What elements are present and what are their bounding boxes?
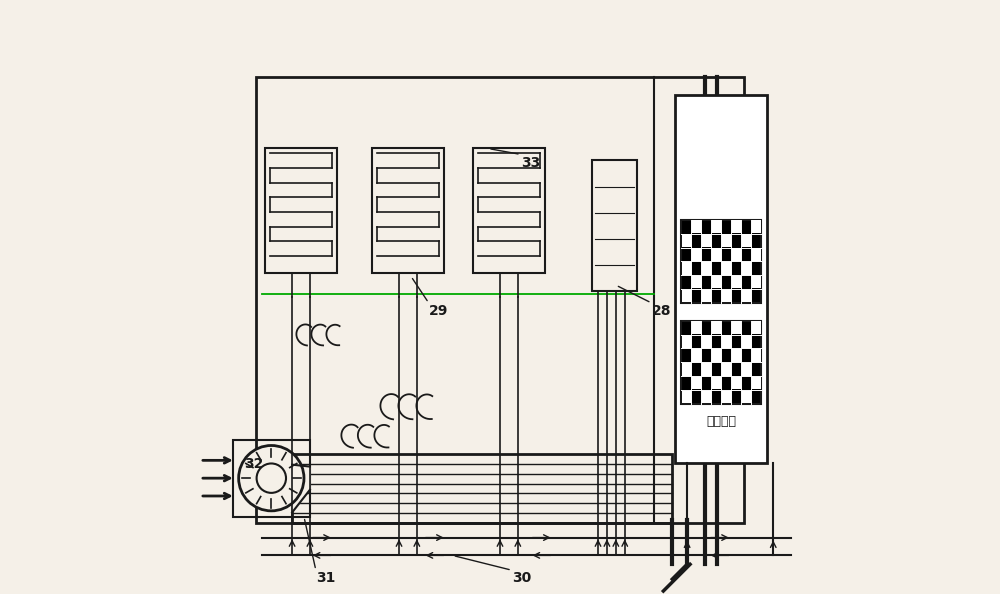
Bar	[702, 391, 711, 403]
Bar	[692, 321, 701, 334]
Bar	[712, 349, 721, 362]
Bar	[732, 349, 741, 362]
Bar	[682, 363, 691, 375]
Bar	[692, 349, 701, 362]
Bar	[712, 377, 721, 390]
Bar	[742, 290, 751, 302]
Bar	[292, 454, 672, 523]
Text: 31: 31	[316, 571, 335, 586]
Bar	[692, 276, 701, 289]
Bar	[712, 220, 721, 233]
Bar	[752, 349, 761, 362]
Bar	[702, 262, 711, 274]
Text: 冷水机组: 冷水机组	[706, 415, 736, 428]
Bar	[732, 248, 741, 261]
Bar	[752, 377, 761, 390]
Bar	[722, 363, 731, 375]
Text: 32: 32	[245, 457, 264, 472]
Bar	[742, 391, 751, 403]
Bar	[722, 290, 731, 302]
Polygon shape	[292, 465, 310, 513]
Bar	[712, 248, 721, 261]
Circle shape	[257, 463, 286, 493]
Bar	[592, 160, 637, 291]
Bar	[752, 321, 761, 334]
Bar	[702, 363, 711, 375]
Text: 28: 28	[651, 304, 671, 318]
Text: 33: 33	[521, 156, 540, 170]
Bar	[722, 234, 731, 247]
Bar	[681, 220, 761, 303]
Bar	[742, 262, 751, 274]
Bar	[742, 335, 751, 348]
Bar	[752, 276, 761, 289]
Bar	[732, 220, 741, 233]
Bar	[732, 321, 741, 334]
Text: 29: 29	[429, 304, 448, 318]
Bar	[742, 234, 751, 247]
Bar	[742, 363, 751, 375]
Bar	[722, 262, 731, 274]
Bar	[732, 276, 741, 289]
Bar	[372, 148, 444, 273]
Bar	[702, 335, 711, 348]
Bar	[692, 377, 701, 390]
Bar	[473, 148, 545, 273]
Bar	[265, 148, 337, 273]
Bar	[692, 248, 701, 261]
Bar	[732, 377, 741, 390]
Bar	[712, 321, 721, 334]
Bar	[702, 290, 711, 302]
Text: 30: 30	[512, 571, 531, 586]
Bar	[752, 248, 761, 261]
Bar	[681, 321, 761, 404]
Bar	[682, 290, 691, 302]
Bar	[682, 262, 691, 274]
Bar	[675, 95, 767, 463]
Bar	[682, 234, 691, 247]
Bar	[256, 77, 744, 523]
Bar	[722, 335, 731, 348]
Bar	[712, 276, 721, 289]
Bar	[722, 391, 731, 403]
Bar	[692, 220, 701, 233]
Bar	[233, 440, 310, 517]
Bar	[702, 234, 711, 247]
Bar	[752, 220, 761, 233]
Bar	[682, 335, 691, 348]
Circle shape	[239, 446, 304, 511]
Bar	[682, 391, 691, 403]
